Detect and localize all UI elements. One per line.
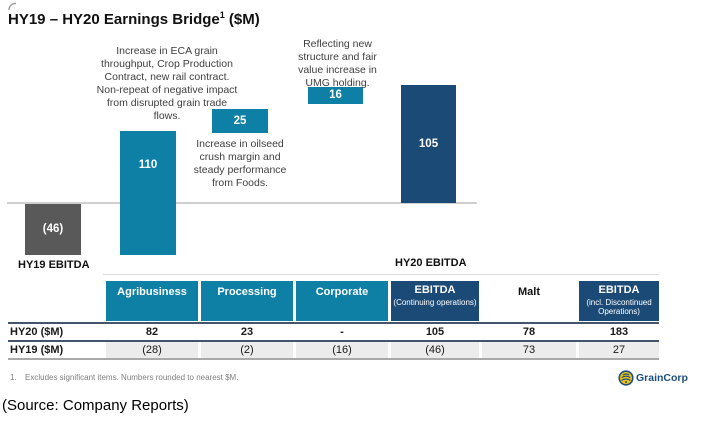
annotation-umg-holding: Reflecting new structure and fair value … xyxy=(298,38,377,89)
graincorp-logo-text: GrainCorp xyxy=(636,372,688,384)
bar-value-label: 25 xyxy=(233,115,247,127)
bar-processing-increase: 25 xyxy=(212,109,268,133)
axis-label-hy19-ebitda: HY19 EBITDA xyxy=(18,259,90,271)
table-top-border xyxy=(103,274,659,275)
graincorp-logo: GrainCorp xyxy=(618,370,688,386)
bar-hy19-ebitda: (46) xyxy=(25,204,81,255)
column-header-ebitda-continuing: EBITDA (Continuing operations) xyxy=(391,281,479,321)
cell-hy20-ebitda-continuing: 105 xyxy=(425,326,445,338)
bar-value-label: 105 xyxy=(418,138,439,150)
column-header-agribusiness: Agribusiness xyxy=(106,281,198,321)
cell-hy19-corporate: (16) xyxy=(296,342,388,358)
bar-agribusiness-increase: 110 xyxy=(120,131,176,255)
screenshot-artifact xyxy=(8,2,17,11)
column-header-malt: Malt xyxy=(482,281,576,321)
annotation-eca-grain: Increase in ECA grain throughput, Crop P… xyxy=(96,45,238,122)
column-header-ebitda-discontinued: EBITDA (incl. Discontinued Operations) xyxy=(579,281,659,321)
zero-axis-line xyxy=(7,202,477,204)
table-row-hy20: HY20 ($M) 82 23 - 105 78 183 xyxy=(8,322,659,342)
results-table: Agribusiness Processing Corporate EBITDA… xyxy=(8,281,659,360)
page-title-text: HY19 – HY20 Earnings Bridge xyxy=(8,11,220,28)
footnote-number: 1. xyxy=(10,373,17,382)
row-label-hy20: HY20 ($M) xyxy=(8,324,103,340)
wheat-emblem-icon xyxy=(618,370,634,386)
waterfall-chart: (46) 110 25 16 105 Increase in ECA grain… xyxy=(7,38,477,271)
cell-hy20-agribusiness: 82 xyxy=(145,326,159,338)
column-header-processing: Processing xyxy=(201,281,293,321)
page-title: HY19 – HY20 Earnings Bridge1 ($M) xyxy=(8,10,260,28)
row-label-hy19: HY19 ($M) xyxy=(8,342,103,358)
bar-hy20-ebitda: 105 xyxy=(401,85,456,203)
bar-value-label: (46) xyxy=(42,223,64,235)
cell-hy19-ebitda-discontinued: 27 xyxy=(579,342,659,358)
cell-hy20-processing: 23 xyxy=(240,326,254,338)
table-row-hy19: HY19 ($M) (28) (2) (16) (46) 73 27 xyxy=(8,342,659,360)
cell-hy19-ebitda-continuing: (46) xyxy=(391,342,479,358)
bar-umg-increase: 16 xyxy=(308,87,363,104)
column-header-spacer xyxy=(8,281,103,321)
cell-hy20-corporate: - xyxy=(340,326,344,338)
axis-label-hy20-ebitda: HY20 EBITDA xyxy=(395,257,467,269)
page-title-footnote-ref: 1 xyxy=(219,10,225,20)
cell-hy19-malt: 73 xyxy=(482,342,576,358)
cell-hy20-ebitda-discontinued: 183 xyxy=(609,326,629,338)
table-header-row: Agribusiness Processing Corporate EBITDA… xyxy=(8,281,659,321)
bar-value-label: 110 xyxy=(138,159,158,171)
footnote: 1. Excludes significant items. Numbers r… xyxy=(10,373,238,382)
page-title-unit: ($M) xyxy=(224,11,260,28)
cell-hy19-agribusiness: (28) xyxy=(106,342,198,358)
cell-hy19-processing: (2) xyxy=(201,342,293,358)
column-header-corporate: Corporate xyxy=(296,281,388,321)
source-caption: (Source: Company Reports) xyxy=(2,397,189,414)
cell-hy20-malt: 78 xyxy=(522,326,536,338)
bar-value-label: 16 xyxy=(329,89,342,101)
annotation-oilseed-crush: Increase in oilseed crush margin and ste… xyxy=(193,138,287,189)
footnote-text: Excludes significant items. Numbers roun… xyxy=(25,373,239,382)
